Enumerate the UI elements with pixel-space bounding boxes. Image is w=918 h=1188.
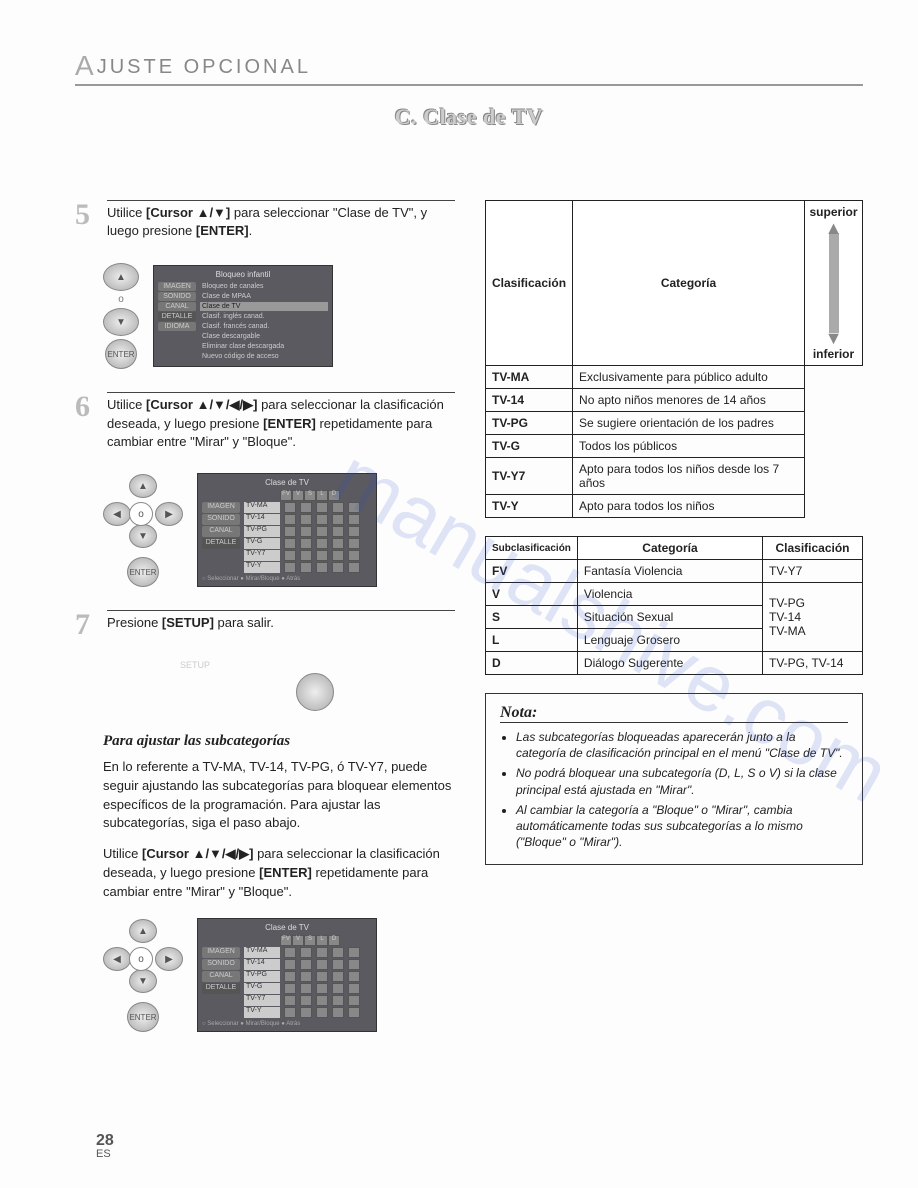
note-item: Al cambiar la categoría a "Bloque" o "Mi… [516,802,848,851]
remote-dpad-2: ▲ ▼ ◀ ▶ o ENTER [103,916,183,1035]
enter-button: ENTER [105,339,137,369]
osd5-title: Bloqueo infantil [158,270,328,279]
header-cap: A [75,50,97,81]
subcat-p2: Utilice [Cursor ▲/▼/◀/▶] para selecciona… [103,845,455,902]
right-icon: ▶ [155,947,183,971]
up-icon: ▲ [103,263,139,291]
step-5: 5 Utilice [Cursor ▲/▼] para seleccionar … [75,200,455,240]
left-icon: ◀ [103,502,131,526]
up-icon: ▲ [129,474,157,498]
down-icon: ▼ [103,308,139,336]
up-icon: ▲ [129,919,157,943]
osd-menu-sub: Clase de TV FVVSLDIMAGENTV-MASONIDOTV-14… [197,918,377,1032]
note-item: No podrá bloquear una subcategoría (D, L… [516,765,848,797]
center-icon: o [129,502,153,526]
divider-o: o [103,294,139,305]
enter-button: ENTER [127,1002,159,1032]
step-num-6: 6 [75,392,99,451]
step-6: 6 Utilice [Cursor ▲/▼/◀/▶] para seleccio… [75,392,455,451]
arrow-down-icon: ▼ [805,333,862,343]
illustration-7: SETUP [175,660,455,711]
t2-h3: Clasificación [763,537,863,560]
t1-h2: Categoría [573,201,805,366]
t2-h2: Categoría [577,537,762,560]
osd6-footer: ○ Seleccionar ● Mirar/Bloque ● Atrás [202,576,372,582]
setup-label: SETUP [175,660,215,670]
note-title: Nota: [500,704,848,723]
illustration-5: ▲ o ▼ ENTER Bloqueo infantil IMAGENBloqu… [103,260,455,372]
step-7: 7 Presione [SETUP] para salir. [75,610,455,640]
t2-h1: Subclasificación [486,537,578,560]
enter-button: ENTER [127,557,159,587]
left-icon: ◀ [103,947,131,971]
page-title-ribbon: C. Clase de TV [75,104,863,130]
osd-menu-5: Bloqueo infantil IMAGENBloqueo de canale… [153,265,333,367]
page-number: 28 ES [96,1132,114,1160]
header-rest: JUSTE OPCIONAL [97,56,311,78]
arrow-up-icon: ▲ [805,223,862,233]
arrow-shaft [829,233,839,333]
illustration-sub: ▲ ▼ ◀ ▶ o ENTER Clase de TV FVVSLDIMAGEN… [103,916,455,1035]
t1-bot: inferior [805,343,862,365]
note-item: Las subcategorías bloqueadas aparecerán … [516,729,848,761]
osdsub-footer: ○ Seleccionar ● Mirar/Bloque ● Atrás [202,1021,372,1027]
remote-dpad: ▲ ▼ ◀ ▶ o ENTER [103,471,183,590]
step-num-7: 7 [75,610,99,640]
subclass-table: Subclasificación Categoría Clasificación… [485,536,863,675]
down-icon: ▼ [129,969,157,993]
osdsub-title: Clase de TV [202,923,372,932]
step-6-text: Utilice [Cursor ▲/▼/◀/▶] para selecciona… [107,396,455,451]
right-icon: ▶ [155,502,183,526]
note-box: Nota: Las subcategorías bloqueadas apare… [485,693,863,865]
illustration-6: ▲ ▼ ◀ ▶ o ENTER Clase de TV FVVSLDIMAGEN… [103,471,455,590]
osd6-title: Clase de TV [202,478,372,487]
subcat-p1: En lo referente a TV-MA, TV-14, TV-PG, ó… [103,758,455,833]
step-5-text: Utilice [Cursor ▲/▼] para seleccionar "C… [107,204,455,240]
classification-table: Clasificación Categoría superior ▲ ▼ inf… [485,200,863,518]
step-7-text: Presione [SETUP] para salir. [107,614,455,632]
setup-button [296,673,334,711]
down-icon: ▼ [129,524,157,548]
remote-vertical: ▲ o ▼ ENTER [103,260,139,372]
section-header: AJUSTE OPCIONAL [75,50,863,86]
subcat-title: Para ajustar las subcategorías [103,733,455,750]
osd-menu-6: Clase de TV FVVSLDIMAGENTV-MASONIDOTV-14… [197,473,377,587]
center-icon: o [129,947,153,971]
step-num-5: 5 [75,200,99,240]
t1-h1: Clasificación [486,201,573,366]
